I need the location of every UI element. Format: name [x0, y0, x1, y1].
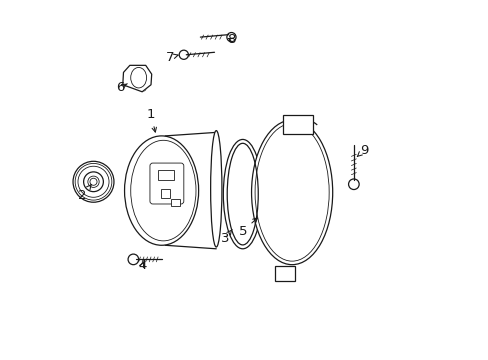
- Circle shape: [88, 176, 99, 188]
- Circle shape: [141, 193, 150, 202]
- Circle shape: [140, 85, 146, 91]
- FancyBboxPatch shape: [160, 189, 170, 198]
- Text: 5: 5: [238, 218, 257, 238]
- Circle shape: [135, 219, 142, 225]
- Text: 9: 9: [357, 144, 368, 157]
- Text: 4: 4: [138, 259, 146, 272]
- Circle shape: [281, 270, 288, 277]
- FancyBboxPatch shape: [150, 163, 183, 204]
- Polygon shape: [122, 65, 151, 92]
- FancyBboxPatch shape: [275, 266, 294, 280]
- Circle shape: [226, 32, 236, 42]
- Text: 8: 8: [227, 33, 235, 46]
- FancyBboxPatch shape: [171, 199, 180, 207]
- Ellipse shape: [210, 131, 222, 247]
- Ellipse shape: [223, 139, 262, 249]
- Circle shape: [181, 156, 187, 162]
- Ellipse shape: [130, 67, 146, 88]
- Circle shape: [348, 179, 358, 189]
- Circle shape: [125, 71, 131, 77]
- Text: 6: 6: [116, 81, 127, 94]
- Circle shape: [179, 50, 188, 59]
- FancyBboxPatch shape: [283, 115, 313, 134]
- Circle shape: [128, 254, 139, 265]
- Circle shape: [266, 241, 272, 248]
- Circle shape: [83, 172, 103, 192]
- Text: 3: 3: [221, 229, 232, 245]
- Text: 7: 7: [166, 51, 178, 64]
- Circle shape: [145, 74, 151, 80]
- Circle shape: [304, 121, 311, 129]
- Circle shape: [266, 137, 272, 143]
- Text: 1: 1: [146, 108, 156, 132]
- Circle shape: [311, 137, 317, 143]
- Circle shape: [177, 225, 183, 231]
- Circle shape: [289, 121, 297, 129]
- FancyBboxPatch shape: [158, 170, 174, 180]
- Text: 2: 2: [78, 185, 91, 202]
- Ellipse shape: [251, 120, 332, 265]
- Circle shape: [139, 149, 145, 156]
- Ellipse shape: [124, 136, 198, 245]
- Circle shape: [73, 161, 114, 202]
- Circle shape: [311, 241, 317, 248]
